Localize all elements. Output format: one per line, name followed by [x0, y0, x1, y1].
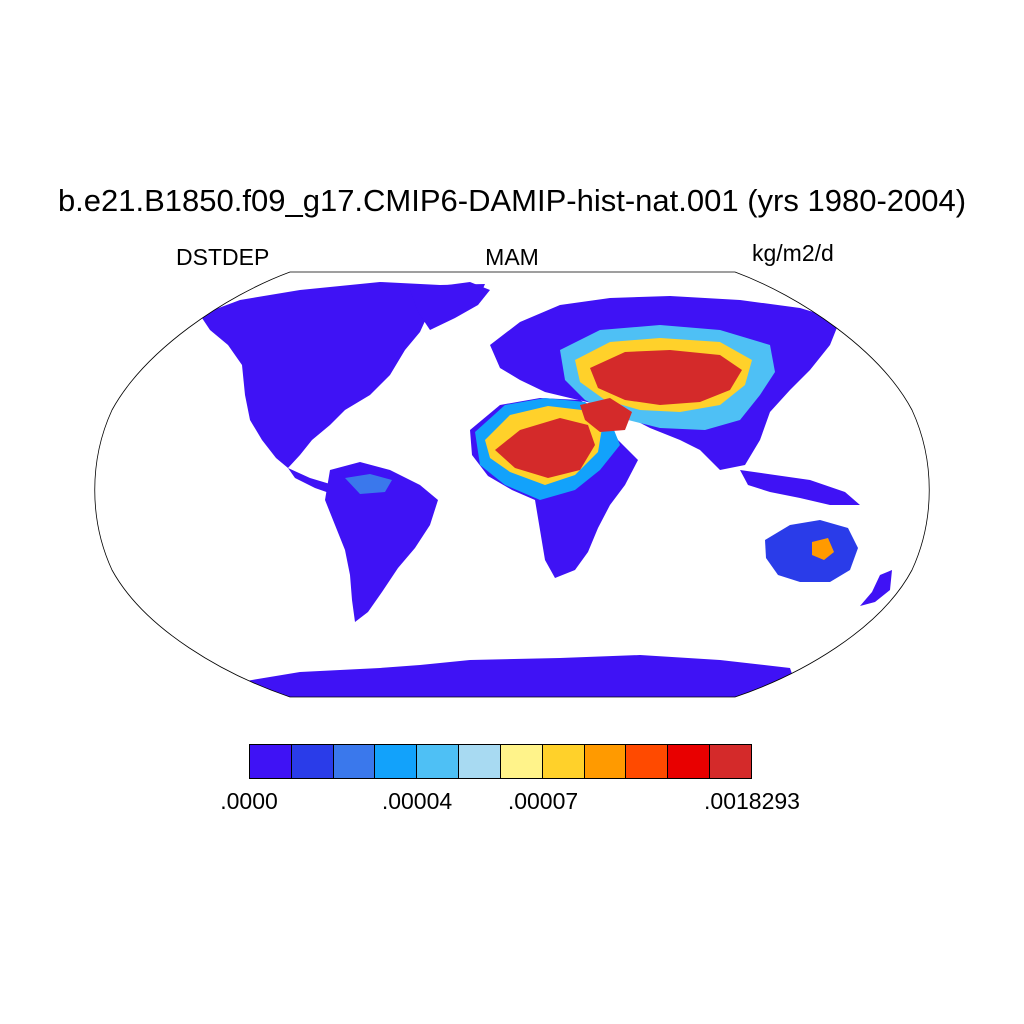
colorbar-label-0: .0000 [220, 788, 278, 814]
greenland [410, 282, 490, 330]
colorbar-label-3: .0018293 [704, 788, 800, 814]
variable-label: DSTDEP [176, 244, 270, 270]
north-america [200, 282, 485, 468]
colorbar-swatch-11 [710, 745, 751, 778]
colorbar-swatch-0 [250, 745, 292, 778]
colorbar-swatch-9 [626, 745, 669, 778]
colorbar-swatch-8 [584, 745, 627, 778]
antarctica [230, 655, 800, 697]
south-america-dust [345, 474, 392, 494]
arabia-dust [580, 398, 632, 432]
southeast-asia [740, 470, 860, 505]
colorbar-swatch-10 [668, 745, 711, 778]
asia-dust-core [590, 350, 742, 405]
colorbar-swatch-7 [542, 745, 585, 778]
colorbar-swatch-2 [333, 745, 376, 778]
colorbar-swatch-1 [291, 745, 334, 778]
units-label: kg/m2/d [752, 240, 834, 266]
colorbar [249, 744, 752, 779]
colorbar-swatch-4 [417, 745, 460, 778]
australia-dust [812, 538, 834, 560]
colorbar-swatch-6 [500, 745, 543, 778]
colorbar-swatch-5 [459, 745, 501, 778]
south-america [325, 462, 438, 622]
plot-title: b.e21.B1850.f09_g17.CMIP6-DAMIP-hist-nat… [57, 183, 967, 218]
australia [765, 520, 858, 582]
new-zealand [860, 570, 892, 606]
colorbar-label-1: .00004 [381, 788, 453, 814]
season-label: MAM [485, 244, 539, 270]
sahara-core [495, 418, 595, 478]
colorbar-label-2: .00007 [507, 788, 579, 814]
map-boundary [94, 271, 930, 698]
colorbar-swatch-3 [375, 745, 418, 778]
